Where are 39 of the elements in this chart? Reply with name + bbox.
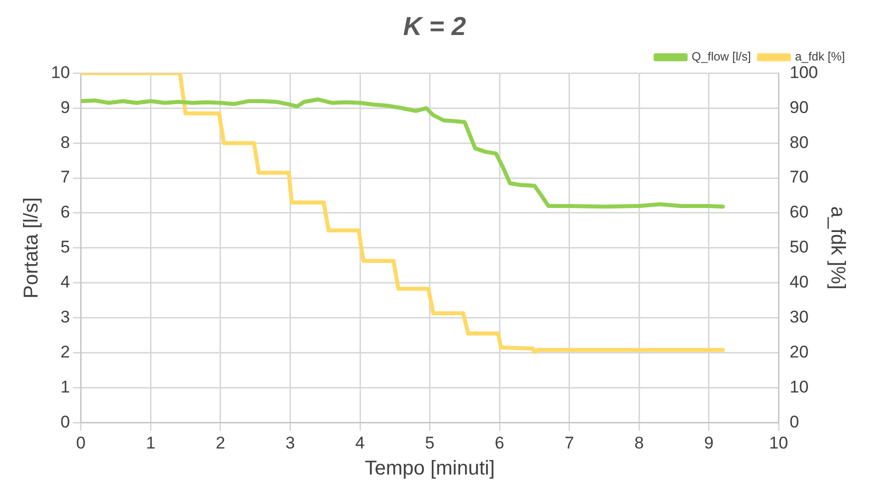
legend-label: a_fdk [%]: [794, 50, 846, 64]
x-tick-label: 0: [76, 433, 86, 452]
y2-tick-label: 60: [790, 202, 809, 222]
x-tick-label: 8: [634, 433, 644, 452]
x-tick-label: 4: [355, 433, 365, 452]
chart-title: K = 2: [403, 10, 466, 41]
y2-tick-label: 10: [790, 377, 809, 396]
y2-tick-label: 0: [790, 412, 800, 432]
y2-axis-title: a_fdk ]%]: [826, 206, 848, 290]
y2-tick-label: 50: [790, 238, 809, 257]
x-tick-label: 6: [494, 433, 504, 452]
x-tick-label: 9: [704, 433, 714, 452]
y2-tick-label: 30: [790, 307, 809, 326]
legend-label: Q_flow [l/s]: [692, 50, 751, 64]
y-tick-label: 0: [60, 412, 70, 432]
y-tick-label: 8: [60, 132, 70, 152]
y-tick-label: 9: [60, 98, 70, 117]
y-tick-label: 6: [60, 202, 70, 222]
x-tick-label: 2: [216, 433, 226, 452]
y2-tick-label: 40: [790, 272, 809, 292]
y2-tick-label: 80: [790, 132, 809, 152]
x-tick-label: 10: [769, 433, 788, 452]
y-axis-title: Portata [l/s]: [20, 197, 43, 298]
y-tick-label: 5: [60, 238, 70, 257]
y-tick-label: 2: [60, 342, 70, 362]
y-tick-label: 1: [60, 377, 70, 396]
x-tick-label: 3: [285, 433, 295, 452]
y2-tick-label: 20: [790, 342, 809, 362]
y-tick-label: 10: [50, 62, 70, 82]
x-tick-label: 1: [146, 433, 156, 452]
y2-tick-label: 70: [790, 168, 809, 187]
y-tick-label: 4: [60, 272, 70, 292]
x-tick-label: 7: [564, 433, 574, 452]
y-tick-label: 3: [60, 307, 70, 326]
x-axis-title: Tempo [minuti]: [364, 458, 495, 480]
y2-tick-label: 100: [790, 62, 818, 82]
y2-tick-label: 90: [790, 98, 809, 117]
x-tick-label: 5: [425, 433, 435, 452]
y-tick-label: 7: [60, 168, 70, 187]
